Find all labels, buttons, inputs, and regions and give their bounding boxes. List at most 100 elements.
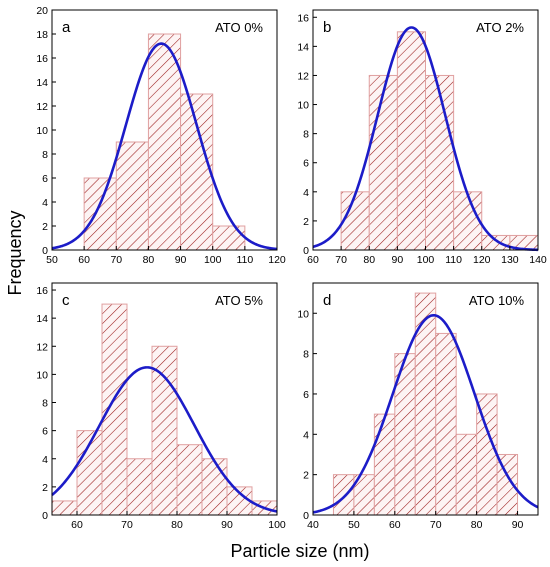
panel-a: 50 60 70 80 90 100 110 120 0 2 4 6 8 10 12 14 16 18 20 a ATO… — [36, 5, 286, 266]
x-tick-label: 90 — [392, 254, 404, 266]
histogram-bar — [396, 31, 426, 251]
x-tick-label: 100 — [268, 519, 286, 531]
histogram-bar — [51, 500, 78, 516]
y-tick-label: 14 — [36, 77, 48, 89]
panel-letter: a — [62, 19, 71, 36]
y-tick-label: 0 — [303, 510, 309, 522]
plot-frame — [312, 282, 539, 516]
panel-d: 40 50 60 70 80 90 0 2 4 6 8 10 d ATO 10% — [297, 282, 539, 531]
x-tick-label: 60 — [71, 519, 83, 531]
x-tick-label: 130 — [501, 254, 519, 266]
gaussian-fit-curve — [51, 42, 278, 251]
x-tick-label: 60 — [78, 254, 90, 266]
histogram-bar — [115, 141, 149, 251]
y-tick-label: 0 — [303, 245, 309, 257]
x-tick-label: 110 — [236, 254, 253, 266]
panel-label: ATO 2% — [476, 20, 524, 35]
panel-b: 60 70 80 90 100 110 120 130 140 0 2 4 6 8 10 12 14 16 b ATO… — [297, 9, 547, 266]
gaussian-fit-curve — [312, 26, 539, 252]
x-tick-label: 80 — [363, 254, 375, 266]
x-tick-label: 120 — [473, 254, 491, 266]
y-tick-label: 6 — [303, 158, 309, 170]
panel-letter: b — [323, 19, 331, 36]
panel-label: ATO 10% — [469, 293, 525, 308]
x-tick-label: 80 — [171, 519, 183, 531]
y-tick-label: 4 — [42, 197, 48, 209]
y-tick-label: 4 — [303, 429, 309, 441]
x-tick-label: 140 — [529, 254, 547, 266]
panel-c: 60 70 80 90 100 0 2 4 6 8 10 12 14 16 c ATO 5% — [36, 282, 286, 531]
histogram-bar — [425, 74, 455, 251]
panel-letter: d — [323, 292, 331, 309]
histogram-bar — [180, 93, 214, 251]
y-tick-label: 2 — [42, 482, 48, 494]
x-tick-label: 50 — [348, 519, 360, 531]
y-tick-label: 8 — [42, 149, 48, 161]
x-tick-label: 90 — [221, 519, 233, 531]
x-tick-label: 50 — [46, 254, 58, 266]
y-tick-label: 12 — [36, 341, 48, 353]
x-axis-title: Particle size (nm) — [230, 541, 369, 561]
y-tick-label: 2 — [303, 470, 309, 482]
y-tick-label: 6 — [303, 389, 309, 401]
x-tick-label: 40 — [307, 519, 319, 531]
x-tick-label: 110 — [445, 254, 462, 266]
y-tick-label: 12 — [297, 70, 309, 82]
histogram-bar — [435, 332, 457, 516]
histogram-bar — [481, 234, 511, 251]
y-tick-label: 8 — [303, 129, 309, 141]
histogram-bar — [368, 74, 398, 251]
y-axis-title: Frequency — [5, 210, 25, 295]
y-tick-label: 6 — [42, 173, 48, 185]
y-tick-label: 14 — [297, 41, 309, 53]
y-tick-label: 4 — [303, 187, 309, 199]
y-tick-label: 20 — [36, 5, 48, 17]
panel-letter: c — [62, 292, 70, 309]
x-tick-label: 120 — [268, 254, 286, 266]
x-tick-label: 100 — [417, 254, 435, 266]
y-tick-label: 6 — [42, 426, 48, 438]
histogram-bar — [151, 345, 178, 516]
histogram-bar — [101, 303, 128, 516]
histogram-bar — [83, 177, 117, 251]
histogram-bar — [147, 33, 182, 251]
y-tick-label: 16 — [36, 285, 48, 297]
y-tick-label: 10 — [297, 308, 309, 320]
y-tick-label: 8 — [303, 349, 309, 361]
x-tick-label: 90 — [175, 254, 187, 266]
histogram-bar — [332, 474, 355, 516]
y-tick-label: 10 — [297, 100, 309, 112]
histogram-bar — [340, 191, 370, 251]
panel-label: ATO 0% — [215, 20, 263, 35]
x-tick-label: 60 — [389, 519, 401, 531]
x-tick-label: 60 — [307, 254, 319, 266]
histogram-bar — [201, 458, 228, 516]
y-tick-label: 10 — [36, 125, 48, 137]
histogram-bar — [455, 433, 478, 516]
x-tick-label: 100 — [204, 254, 222, 266]
y-tick-label: 16 — [297, 12, 309, 24]
gaussian-fit-curve — [312, 313, 539, 514]
gaussian-fit-curve — [51, 366, 278, 513]
histogram-bar — [212, 225, 246, 251]
plot-frame — [51, 282, 278, 516]
y-tick-label: 16 — [36, 53, 48, 65]
histogram-bar — [453, 191, 483, 251]
y-tick-label: 4 — [42, 454, 48, 466]
y-tick-label: 12 — [36, 101, 48, 113]
x-tick-label: 70 — [335, 254, 347, 266]
y-tick-label: 0 — [42, 245, 48, 257]
y-tick-label: 10 — [36, 369, 48, 381]
x-tick-label: 70 — [110, 254, 122, 266]
histogram-bar — [373, 413, 396, 516]
x-tick-label: 80 — [143, 254, 155, 266]
x-tick-label: 70 — [121, 519, 133, 531]
y-tick-label: 2 — [303, 216, 309, 228]
y-tick-label: 0 — [42, 510, 48, 522]
x-tick-label: 70 — [430, 519, 442, 531]
y-tick-label: 2 — [42, 221, 48, 233]
y-tick-label: 8 — [42, 398, 48, 410]
histogram-bar — [176, 444, 203, 516]
